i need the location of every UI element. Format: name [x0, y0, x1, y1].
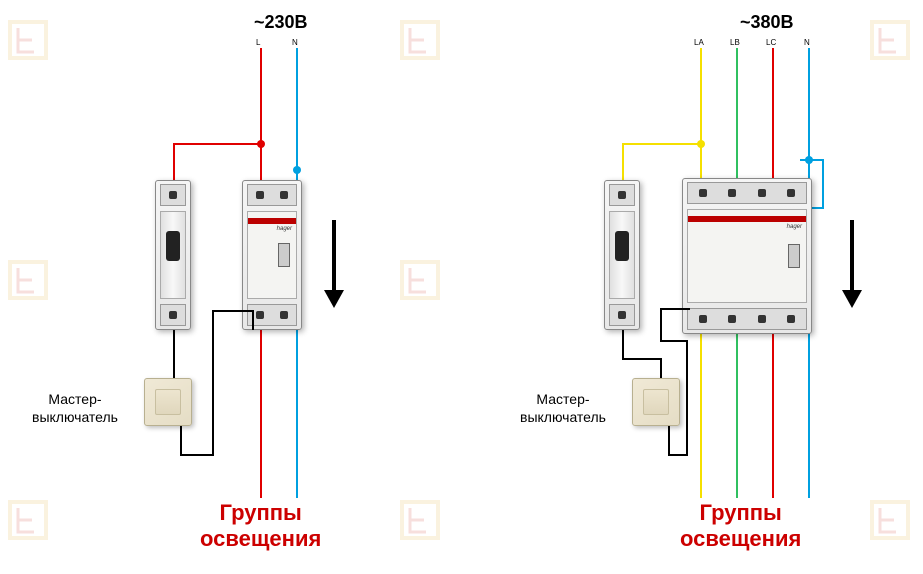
- wire-LB: [736, 48, 738, 180]
- watermark: [8, 260, 48, 300]
- label-LC: LC: [766, 38, 776, 47]
- watermark: [8, 20, 48, 60]
- wire-LB-out: [736, 334, 738, 498]
- master-label-380: Мастер- выключатель: [520, 390, 606, 426]
- wire-LC-out: [772, 334, 774, 498]
- wire-red-v-to-breaker: [173, 143, 175, 183]
- wire-LA-out: [700, 334, 702, 498]
- wire-black-breaker-h-r: [622, 358, 662, 360]
- wire-black-to-contactor-v2: [252, 310, 254, 330]
- wire-LA: [700, 48, 702, 180]
- wire-black-sw-h2-r: [660, 340, 688, 342]
- watermark: [400, 500, 440, 540]
- groups-label-230: Группы освещения: [200, 500, 321, 553]
- label-LB: LB: [730, 38, 740, 47]
- label-N-left: N: [292, 38, 298, 47]
- wire-black-switch-down: [180, 426, 182, 456]
- breaker-230: [155, 180, 191, 330]
- label-LA: LA: [694, 38, 704, 47]
- wire-L-230: [260, 48, 262, 180]
- wire-black-sw-down-r: [668, 426, 670, 456]
- watermark: [870, 500, 910, 540]
- wire-LC: [772, 48, 774, 180]
- wire-black-to-contactor-v: [212, 310, 214, 456]
- breaker-380: [604, 180, 640, 330]
- wire-blue-v-right-up: [822, 159, 824, 209]
- wire-black-sw-v2-r: [686, 340, 688, 456]
- wire-black-sw-h-r: [668, 454, 688, 456]
- watermark: [870, 20, 910, 60]
- watermark: [400, 260, 440, 300]
- wire-black-breaker-down-r: [622, 330, 624, 360]
- arrow-230: [332, 220, 344, 308]
- voltage-230: ~230В: [254, 12, 308, 33]
- watermark: [8, 500, 48, 540]
- master-label-230: Мастер- выключатель: [32, 390, 118, 426]
- groups-label-380: Группы освещения: [680, 500, 801, 553]
- wire-black-breaker-v2-r: [660, 358, 662, 380]
- master-switch-230[interactable]: [144, 378, 192, 426]
- wire-black-into-cont-h-r: [660, 308, 690, 310]
- wire-black-into-cont-r: [660, 308, 662, 342]
- voltage-380: ~380В: [740, 12, 794, 33]
- contactor-230: hager: [242, 180, 302, 330]
- label-N-right: N: [804, 38, 810, 47]
- wire-L-230-out: [260, 330, 262, 498]
- watermark: [400, 20, 440, 60]
- wire-black-to-contactor-h2: [212, 310, 254, 312]
- wire-yel-v: [622, 143, 624, 183]
- wire-black-to-contactor-h: [180, 454, 214, 456]
- label-L: L: [256, 38, 260, 47]
- wire-yel-h: [622, 143, 701, 145]
- master-switch-380[interactable]: [632, 378, 680, 426]
- arrow-380: [850, 220, 862, 308]
- contactor-380: hager: [682, 178, 812, 334]
- wire-blue-h-right: [800, 159, 824, 161]
- wire-red-h-top: [173, 143, 261, 145]
